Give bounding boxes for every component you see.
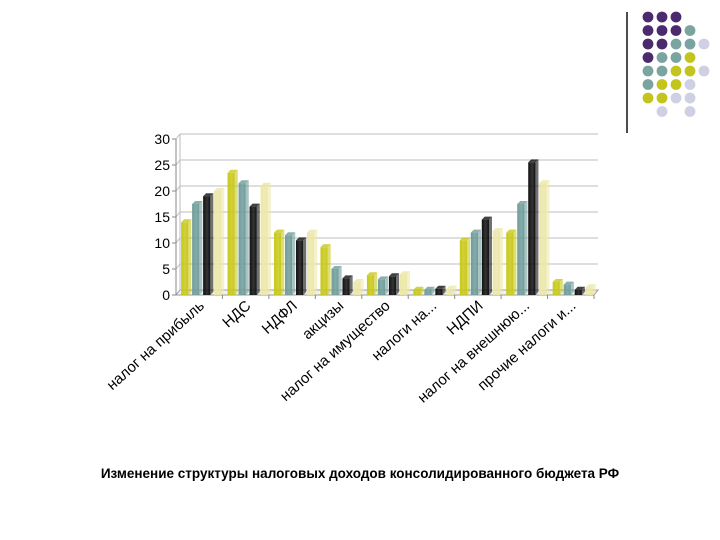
bar [203,193,214,295]
chart-caption: Изменение структуры налоговых доходов ко… [100,466,620,481]
decorative-dot [684,38,696,50]
decorative-dot [642,92,654,104]
y-tick-label: 0 [162,287,170,303]
bar [539,180,550,295]
decorative-dot [656,65,668,77]
decorative-dot [642,79,654,90]
decorative-dot [642,38,654,50]
bar [192,201,203,295]
bar [274,229,285,295]
y-tick-label: 15 [154,209,170,225]
bar [424,286,435,295]
bar [492,228,503,295]
decorative-dot [670,65,682,77]
decorative-dot [670,52,682,63]
x-tick-label: налог на прибыль [104,297,208,393]
gridline [175,133,598,140]
bar [517,201,528,295]
decorative-dot [656,106,668,117]
decorative-dot [642,52,654,63]
decorative-dot [656,92,668,104]
bar [285,232,296,295]
bar [459,237,470,295]
bar [506,229,517,295]
bar [528,159,539,295]
bar [238,180,249,295]
bar [353,279,364,295]
bar [481,216,492,295]
decorative-dot-pattern [626,11,710,133]
decorative-dot [684,52,696,63]
bar [413,286,424,295]
bar [260,182,271,295]
decorative-dot [670,25,682,36]
bar [249,203,260,295]
decorative-dot [642,25,654,36]
bar [552,279,563,295]
bar [181,219,192,295]
bar [296,237,307,295]
bar [388,273,400,295]
bar [227,169,238,295]
decorative-dot [656,11,668,23]
bar [574,286,585,295]
bar [320,244,331,295]
decorative-dot [656,38,668,50]
bar [366,272,378,295]
decorative-dot [670,92,682,104]
bar [307,229,318,295]
decorative-dot [656,52,668,63]
decorative-dot [642,11,654,23]
decorative-dot [698,38,710,50]
y-tick-label: 10 [154,235,170,251]
decorative-dot [670,79,682,90]
bar [446,285,457,295]
decorative-dot [684,79,696,90]
bar [563,281,574,295]
bar [331,266,342,295]
bar [470,229,481,295]
decorative-dot [684,92,696,104]
bar [585,284,596,295]
x-tick-label: НДФЛ [259,297,301,337]
decorative-dot [684,65,696,77]
x-tick-label: НДС [219,297,254,331]
decorative-dot [670,11,682,23]
decorative-dot [656,25,668,36]
y-tick-label: 30 [154,131,170,147]
decorative-dot [684,25,696,36]
bar [435,285,446,295]
x-tick-label: НДПИ [444,297,487,338]
bar [399,271,411,295]
y-tick-label: 20 [154,183,170,199]
y-tick-label: 5 [162,261,170,277]
y-tick-label: 25 [154,157,170,173]
decorative-dot [684,106,696,117]
decorative-dot [698,65,710,77]
bar [342,275,353,295]
bar [377,276,389,295]
decorative-dot [656,79,668,90]
decorative-dot [670,38,682,50]
decorative-dot [642,65,654,77]
bar [214,188,225,295]
